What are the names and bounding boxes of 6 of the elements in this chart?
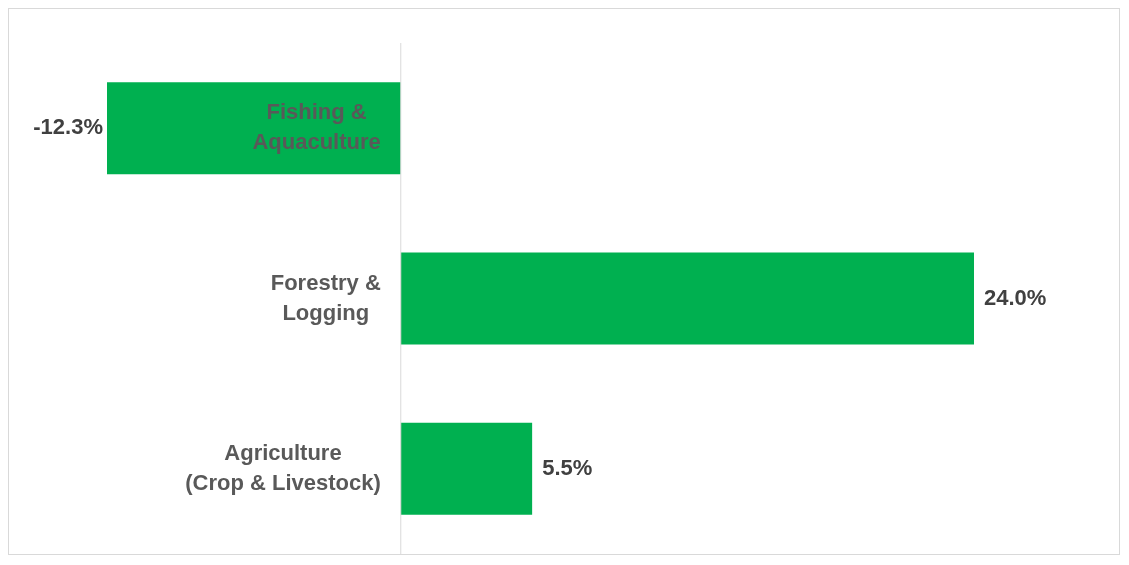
data-label: 24.0% (984, 284, 1047, 310)
y-tick-label: Agriculture (Crop & Livestock) (185, 439, 381, 495)
data-label: 5.5% (542, 454, 593, 480)
y-tick-label: Forestry & Logging (270, 269, 381, 325)
y-tick-label: Fishing & Aquaculture (252, 99, 381, 155)
data-label: -12.3% (33, 114, 103, 140)
